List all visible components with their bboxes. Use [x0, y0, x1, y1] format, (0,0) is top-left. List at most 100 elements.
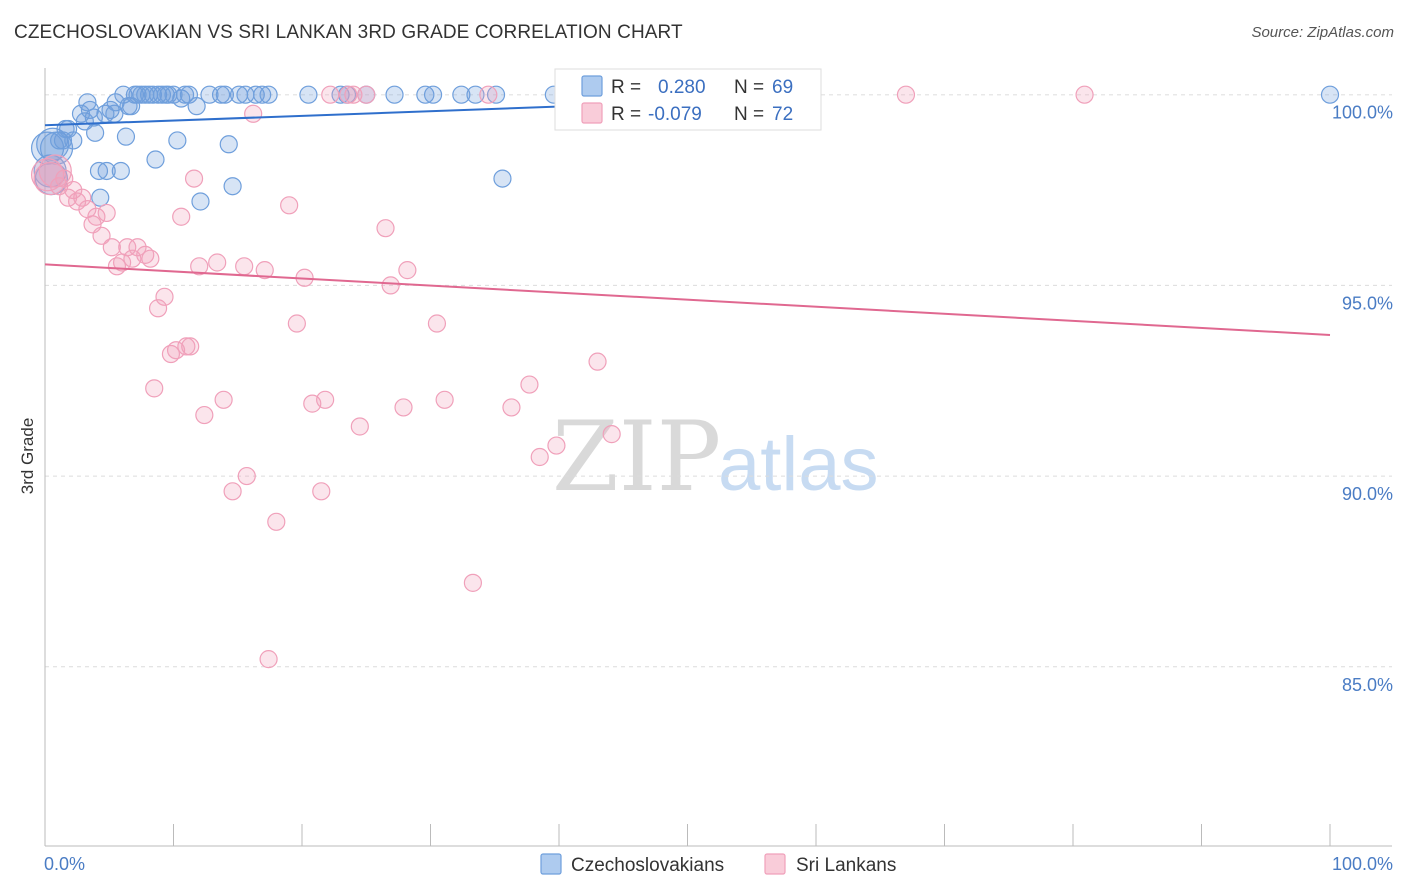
point-sri-lankans-65	[588, 352, 607, 371]
point-czechoslovakians-50	[223, 177, 242, 196]
legend-r-label-2: R =	[611, 104, 641, 125]
point-czechoslovakians-42	[175, 85, 195, 104]
x-tick-label-0: 0.0%	[44, 854, 85, 874]
legend-r-value-1: 0.280	[658, 77, 706, 98]
point-czechoslovakians-15	[86, 123, 105, 142]
point-sri-lankans-31	[190, 257, 209, 276]
point-sri-lankans-57	[427, 314, 447, 333]
x-tick-labels: 0.0% 100.0%	[44, 854, 1393, 874]
legend-n-label-1: N =	[734, 77, 764, 98]
point-sri-lankans-28	[177, 337, 196, 356]
y-axis-label: 3rd Grade	[18, 418, 37, 495]
point-czechoslovakians-54	[253, 85, 272, 104]
point-sri-lankans-19	[128, 238, 147, 257]
point-sri-lankans-51	[350, 417, 369, 436]
point-czechoslovakians-47	[211, 85, 231, 104]
bottom-legend-label-sri-lankans: Sri Lankans	[796, 855, 896, 876]
x-tick-label-1: 100.0%	[1332, 854, 1393, 874]
point-czechoslovakians-48	[215, 85, 234, 104]
point-czechoslovakians-40	[168, 131, 187, 150]
gridlines	[45, 94, 1392, 668]
point-sri-lankans-62	[520, 375, 539, 394]
point-czechoslovakians-17	[91, 188, 110, 207]
point-czechoslovakians-64	[466, 85, 485, 104]
point-sri-lankans-41	[267, 512, 286, 531]
trend-lines	[44, 99, 1331, 336]
y-tick-label-0: 100.0%	[1332, 103, 1393, 123]
point-czechoslovakians-62	[423, 85, 443, 104]
point-sri-lankans-43	[287, 314, 306, 333]
point-sri-lankans-59	[463, 573, 483, 592]
point-czechoslovakians-60	[385, 85, 404, 104]
legend-n-value-1: 69	[772, 77, 793, 98]
point-sri-lankans-48	[321, 85, 340, 104]
point-sri-lankans-70	[896, 85, 916, 104]
point-czechoslovakians-49	[219, 135, 238, 154]
point-czechoslovakians-9	[64, 131, 83, 150]
point-sri-lankans-38	[244, 104, 263, 123]
point-sri-lankans-71	[1075, 85, 1094, 104]
point-czechoslovakians-56	[299, 85, 318, 104]
point-sri-lankans-46	[312, 482, 331, 501]
point-czechoslovakians-68	[1320, 85, 1340, 104]
watermark-atlas: atlas	[718, 422, 879, 507]
point-sri-lankans-37	[237, 466, 256, 486]
point-sri-lankans-54	[381, 276, 400, 295]
legend-swatch-sri-lankans	[581, 102, 603, 124]
point-sri-lankans-17	[118, 238, 137, 257]
point-czechoslovakians-16	[89, 161, 109, 181]
point-sri-lankans-49	[339, 85, 358, 104]
point-czechoslovakians-14	[84, 108, 103, 127]
point-sri-lankans-21	[141, 249, 160, 268]
point-sri-lankans-64	[547, 436, 566, 455]
point-czechoslovakians-23	[111, 161, 130, 181]
point-sri-lankans-42	[280, 196, 299, 215]
bottom-legend-swatch-czechoslovakians	[540, 853, 562, 875]
point-czechoslovakians-57	[331, 85, 350, 104]
point-czechoslovakians-35	[148, 85, 168, 104]
point-sri-lankans-26	[166, 341, 186, 360]
point-sri-lankans-8	[73, 188, 92, 207]
source-credit: Source: ZipAtlas.com	[1251, 24, 1394, 41]
point-czechoslovakians-11	[75, 112, 94, 131]
point-sri-lankans-39	[255, 261, 274, 280]
data-points	[30, 85, 1340, 669]
point-czechoslovakians-45	[191, 192, 210, 211]
y-tick-label-3: 85.0%	[1342, 675, 1393, 695]
point-czechoslovakians-65	[486, 85, 506, 104]
correlation-legend: R = 0.280 N = 69 R = -0.079 N = 72	[554, 68, 822, 131]
point-czechoslovakians-34	[146, 150, 165, 169]
point-sri-lankans-53	[376, 219, 395, 238]
point-sri-lankans-35	[223, 482, 242, 501]
point-czechoslovakians-27	[121, 97, 141, 116]
point-sri-lankans-61	[502, 398, 521, 417]
point-czechoslovakians-53	[246, 85, 265, 104]
legend-n-value-2: 72	[772, 104, 793, 125]
point-sri-lankans-12	[92, 226, 111, 245]
point-sri-lankans-58	[435, 390, 454, 409]
point-czechoslovakians-19	[97, 161, 116, 181]
series-legend: Czechoslovakians Sri Lankans	[540, 853, 896, 876]
point-czechoslovakians-25	[116, 127, 136, 146]
point-sri-lankans-56	[398, 261, 417, 280]
point-sri-lankans-30	[184, 169, 204, 188]
watermark: ZIP atlas	[552, 401, 879, 513]
point-czechoslovakians-61	[416, 85, 435, 104]
point-sri-lankans-60	[479, 85, 498, 104]
point-sri-lankans-34	[214, 390, 233, 409]
point-sri-lankans-52	[357, 85, 376, 104]
point-sri-lankans-24	[155, 287, 174, 306]
point-sri-lankans-22	[145, 379, 164, 398]
legend-r-value-2: -0.079	[648, 104, 702, 125]
point-czechoslovakians-66	[493, 169, 512, 188]
point-czechoslovakians-44	[187, 97, 206, 116]
watermark-zip: ZIP	[552, 401, 721, 513]
point-sri-lankans-63	[530, 447, 549, 467]
y-tick-label-2: 90.0%	[1342, 484, 1393, 504]
point-sri-lankans-47	[316, 390, 335, 409]
point-sri-lankans-27	[172, 207, 191, 226]
point-czechoslovakians-6	[53, 131, 73, 150]
legend-r-label-1: R =	[611, 77, 641, 98]
chart-title: CZECHOSLOVAKIAN VS SRI LANKAN 3RD GRADE …	[14, 22, 683, 43]
